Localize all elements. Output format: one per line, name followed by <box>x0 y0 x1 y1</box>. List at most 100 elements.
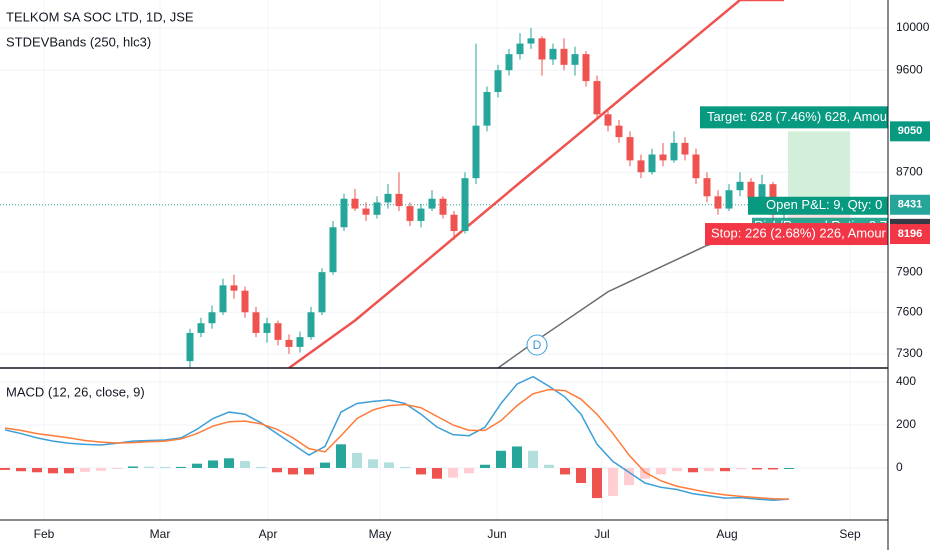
histogram-bar <box>32 467 42 473</box>
y-tick-label: 9600 <box>896 62 923 76</box>
histogram-bar <box>448 467 458 478</box>
histogram-bar <box>96 467 106 471</box>
histogram-bar <box>496 450 506 468</box>
histogram-bar <box>704 467 714 472</box>
histogram-bar <box>464 467 474 474</box>
histogram-bar <box>576 467 586 484</box>
candle-body <box>285 339 293 347</box>
stop-price-label: 8196 <box>898 228 922 240</box>
candle-body <box>516 43 524 55</box>
candle-body <box>736 181 744 191</box>
histogram-bar <box>128 466 138 468</box>
histogram-bar <box>224 458 234 468</box>
histogram-bar <box>80 467 90 472</box>
histogram-bar <box>720 467 730 472</box>
pnl-label-box <box>748 196 888 215</box>
candle-body <box>538 38 546 60</box>
candle-body <box>637 160 645 173</box>
candle-body <box>659 154 667 161</box>
candle-body <box>758 184 766 199</box>
y-tick-label: 10000 <box>896 20 930 34</box>
candle-body <box>329 227 337 273</box>
histogram-bar <box>320 462 330 468</box>
y-tick-label: 7600 <box>896 304 923 318</box>
macd-line <box>4 388 790 500</box>
chart-title: TELKOM SA SOC LTD, 1D, JSE <box>6 9 194 24</box>
marker-circle <box>526 334 548 356</box>
histogram-bar <box>736 467 746 470</box>
candle-body <box>384 193 392 203</box>
histogram-bar <box>768 467 778 470</box>
candle-body <box>527 38 535 44</box>
x-tick-label: Apr <box>259 527 278 541</box>
histogram-bar <box>752 467 762 470</box>
candle-body <box>670 142 678 161</box>
candle-body <box>494 70 502 93</box>
candle-body <box>648 154 656 173</box>
histogram-bar <box>16 467 26 472</box>
histogram-bar <box>256 466 266 468</box>
histogram-bar <box>192 463 202 468</box>
candle-body <box>406 206 414 221</box>
histogram-bar <box>432 467 442 479</box>
candle-body <box>373 202 381 215</box>
histogram-bar <box>528 450 538 468</box>
histogram-bar <box>48 467 58 474</box>
stop-label-box <box>705 223 888 246</box>
histogram-bar <box>688 467 698 473</box>
histogram-bar <box>144 466 154 468</box>
candle-body <box>692 154 700 179</box>
histogram-bar <box>368 459 378 468</box>
candle-body <box>219 285 227 313</box>
target-price-label-box <box>890 121 930 142</box>
x-tick-label: Mar <box>150 527 171 541</box>
histogram-bar <box>512 446 522 468</box>
candle-body <box>472 125 480 179</box>
candle-body <box>417 208 425 221</box>
candle-body <box>747 181 755 199</box>
x-tick-label: Feb <box>34 527 55 541</box>
target-label: Target: 628 (7.46%) 628, Amou <box>707 109 887 124</box>
histogram-bar <box>240 461 250 468</box>
candle-body <box>626 137 634 161</box>
candle-body <box>681 142 689 155</box>
candle-body <box>351 198 359 209</box>
histogram-bar <box>272 467 282 473</box>
histogram-bar <box>0 467 10 470</box>
entry-price-label: 8431 <box>898 199 922 211</box>
y-tick-label: 7300 <box>896 346 923 360</box>
histogram-bar <box>384 462 394 468</box>
histogram-bar <box>640 467 650 479</box>
candle-body <box>186 332 194 362</box>
histogram-bar <box>336 444 346 468</box>
candle-body <box>197 323 205 333</box>
histogram-bar <box>160 466 170 468</box>
chart-subtitle: STDEVBands (250, hlc3) <box>6 34 151 49</box>
candle-body <box>450 214 458 232</box>
candle-body <box>604 114 612 126</box>
histogram-bar <box>288 467 298 475</box>
candle-body <box>725 190 733 209</box>
candle-body <box>549 48 557 60</box>
candle-body <box>230 285 238 291</box>
macd-title: MACD (12, 26, close, 9) <box>6 384 145 399</box>
candle-body <box>263 323 271 333</box>
candle-body <box>560 48 568 65</box>
histogram-bar <box>560 467 570 475</box>
candle-body <box>252 312 260 333</box>
candle-body <box>505 54 513 71</box>
target-zone <box>788 131 850 205</box>
x-tick-label: May <box>369 527 392 541</box>
target-price-label: 9050 <box>898 125 922 137</box>
histogram-bar <box>784 467 794 469</box>
histogram-bar <box>352 452 362 468</box>
x-tick-label: Jul <box>594 527 609 541</box>
x-tick-label: Sep <box>839 527 861 541</box>
histogram-bar <box>624 467 634 486</box>
candle-body <box>362 208 370 215</box>
candle-body <box>307 312 315 338</box>
candle-body <box>208 312 216 324</box>
candle-body <box>571 54 579 65</box>
